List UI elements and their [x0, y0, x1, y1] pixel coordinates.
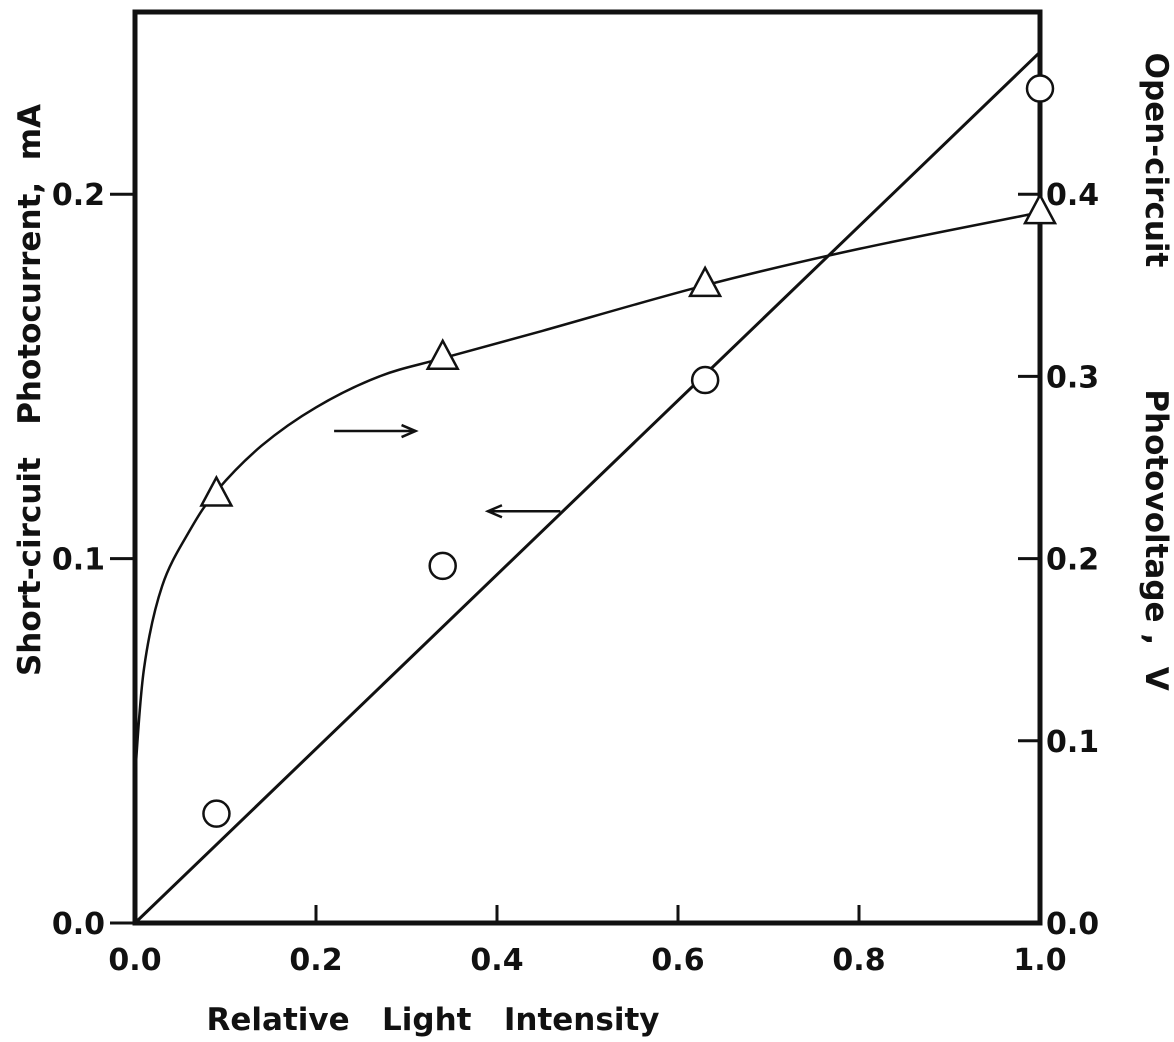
right-axis-ticks: 0.0 0.1 0.2 0.3 0.4	[1018, 178, 1099, 942]
axes	[132, 9, 1043, 926]
photovoltage-point	[1022, 192, 1058, 225]
left-tick-label: 0.0	[52, 907, 105, 942]
photocurrent-point	[1025, 74, 1055, 103]
photovoltage-point	[425, 338, 460, 371]
right-tick-label: 0.4	[1046, 178, 1099, 213]
photocurrent-point	[202, 799, 231, 828]
left-axis-ticks: 0.0 0.1 0.2	[52, 178, 135, 942]
photocurrent-point	[690, 365, 720, 395]
right-tick-label: 0.0	[1046, 907, 1099, 942]
x-tick-label: 1.0	[1013, 943, 1066, 978]
x-axis-title: Relative Light Intensity	[207, 1002, 660, 1038]
fit-lines	[133, 51, 1042, 925]
left-tick-label: 0.2	[52, 178, 105, 213]
left-axis-title: Short-circuit Photocurrent, mA	[12, 104, 48, 676]
x-tick-label: 0.6	[651, 943, 704, 978]
right-tick-label: 0.2	[1046, 543, 1099, 578]
x-tick-label: 0.8	[832, 943, 885, 978]
axis-arrows	[334, 423, 561, 519]
right-tick-label: 0.3	[1046, 360, 1099, 395]
photovoltage-point	[199, 474, 234, 507]
arrow-left-icon	[484, 504, 503, 519]
x-axis-ticks: 0.0 0.2 0.4 0.6 0.8 1.0	[108, 905, 1067, 978]
right-axis-title-lower: Photovoltage , V	[1138, 389, 1174, 690]
right-axis-title-upper: Open-circuit	[1138, 53, 1174, 268]
left-tick-label: 0.1	[52, 543, 105, 578]
photocurrent-fit-line	[133, 51, 1042, 925]
x-tick-label: 0.2	[289, 943, 342, 978]
x-tick-label: 0.4	[470, 943, 523, 978]
arrow-right-icon	[401, 423, 419, 439]
photovoltage-point	[688, 265, 723, 298]
photocurrent-point	[428, 551, 457, 581]
data-markers	[199, 74, 1058, 828]
plot-frame	[132, 9, 1043, 926]
photovoltage-fit-curve	[133, 211, 1041, 778]
x-tick-label: 0.0	[108, 943, 161, 978]
right-tick-label: 0.1	[1046, 725, 1099, 760]
